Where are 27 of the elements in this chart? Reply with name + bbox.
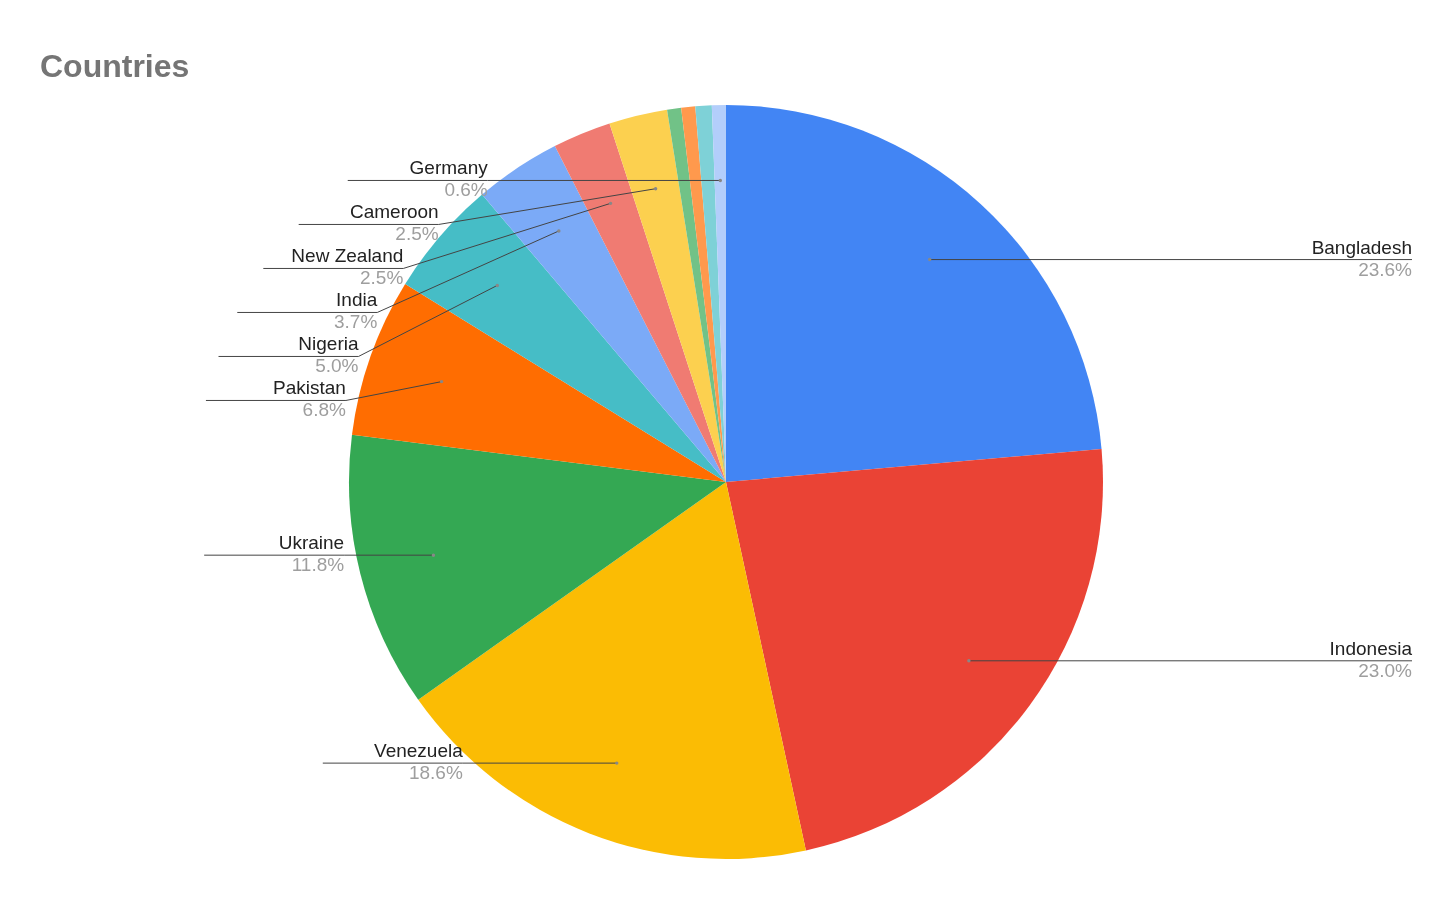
- slice-label: India: [336, 289, 378, 311]
- data-label: 6.8%: [302, 399, 347, 421]
- chart-title: Countries: [40, 48, 190, 84]
- slice-label: Indonesia: [1329, 637, 1413, 659]
- pie-slice: [609, 109, 726, 482]
- pie-slice: [667, 107, 726, 482]
- data-label: 18.6%: [408, 762, 463, 784]
- data-label: 11.8%: [291, 554, 345, 576]
- data-label: 5.0%: [315, 355, 359, 377]
- slice-label: Venezuela: [374, 740, 464, 762]
- slice-label: Cameroon: [349, 201, 439, 223]
- slice-label: Ukraine: [278, 532, 345, 554]
- pie-slice: [349, 434, 726, 700]
- slice-label: Bangladesh: [1311, 236, 1412, 258]
- data-label: 23.6%: [1358, 258, 1413, 280]
- pie-slice: [726, 448, 1103, 851]
- slice-label: Nigeria: [298, 333, 359, 355]
- slice-label: Pakistan: [273, 377, 346, 399]
- data-label: 2.5%: [360, 267, 404, 289]
- pie-slice: [726, 105, 1102, 482]
- data-label: 23.0%: [1358, 659, 1413, 681]
- data-label: 3.7%: [333, 311, 378, 333]
- slice-label: Germany: [409, 157, 489, 179]
- slice-label: New Zealand: [291, 245, 404, 267]
- data-label: 0.6%: [444, 179, 488, 201]
- data-label: 2.5%: [395, 223, 439, 245]
- pie-slice: [554, 123, 726, 482]
